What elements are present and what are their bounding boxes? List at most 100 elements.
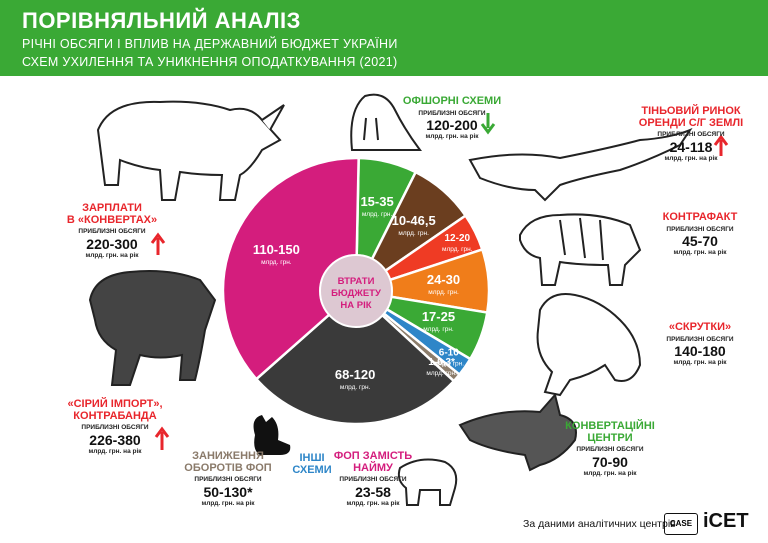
slice-value-label: 68-120 bbox=[335, 367, 375, 382]
slice-unit-label: млрд. грн. bbox=[426, 370, 457, 377]
approx-label: ПРИБЛИЗНІ ОБСЯГИ bbox=[657, 131, 725, 139]
range-value: 70-90 bbox=[592, 453, 628, 470]
case-logo: CASE bbox=[664, 513, 698, 535]
slice-unit-label: млрд. грн. bbox=[434, 361, 465, 368]
icet-logo: iCET bbox=[703, 510, 749, 532]
pie-slice bbox=[221, 156, 360, 381]
callout-salaries: ЗАРПЛАТИ В «КОНВЕРТАХ» ПРИБЛИЗНІ ОБСЯГИ … bbox=[62, 202, 162, 259]
slice-value-label: 1-6,3* bbox=[428, 357, 455, 368]
category-name-line-1: ТІНЬОВИЙ РИНОК bbox=[641, 105, 741, 117]
rhino-icon bbox=[96, 100, 285, 201]
arrow-up-icon bbox=[154, 426, 170, 450]
footer-source: За даними аналітичних центрів bbox=[523, 518, 676, 530]
shark-icon bbox=[458, 392, 577, 472]
callout-fop-underreport: ЗАНИЖЕННЯ ОБОРОТІВ ФОП ПРИБЛИЗНІ ОБСЯГИ … bbox=[178, 450, 278, 507]
category-name-line-1: ІНШІ bbox=[299, 452, 325, 464]
subtitle-line-2: СХЕМ УХИЛЕННЯ ТА УНИКНЕННЯ ОПОДАТКУВАННЯ… bbox=[22, 55, 398, 69]
category-name-line-1: ЗАНИЖЕННЯ bbox=[192, 450, 264, 462]
range-number: 50-130 bbox=[203, 483, 248, 500]
slice-value-label: 10-46,5 bbox=[392, 213, 436, 228]
slice-unit-label: млрд. грн. bbox=[398, 230, 429, 237]
category-name: «СКРУТКИ» bbox=[668, 321, 732, 333]
slice-value-label: 110-150 bbox=[253, 242, 300, 257]
category-name-line-2: ОРЕНДИ С/Г ЗЕМЛІ bbox=[638, 116, 744, 129]
unit-label: млрд. грн. на рік bbox=[673, 359, 727, 367]
category-name: КОНТРАФАКТ bbox=[662, 211, 738, 223]
category-name-line-2: ОБОРОТІВ ФОП bbox=[184, 461, 272, 474]
unit-label: млрд. грн. на рік bbox=[346, 499, 400, 507]
crocodile-icon bbox=[468, 127, 693, 202]
unit-label: млрд. грн. на рік bbox=[664, 154, 718, 162]
callout-conversion: КОНВЕРТАЦІЙНІ ЦЕНТРИ ПРИБЛИЗНІ ОБСЯГИ 70… bbox=[555, 420, 665, 477]
slice-unit-label: млрд. грн. bbox=[362, 211, 393, 218]
approx-label: ПРИБЛИЗНІ ОБСЯГИ bbox=[576, 446, 644, 454]
range-value: 50-130* bbox=[178, 485, 278, 500]
slice-unit-label: млрд. грн. bbox=[423, 326, 454, 333]
range-value: 23-58 bbox=[355, 483, 391, 500]
category-name-line-2: ЦЕНТРИ bbox=[587, 431, 633, 444]
unit-label: млрд. грн. на рік bbox=[673, 249, 727, 257]
unit-label: млрд. грн. на рік bbox=[583, 469, 637, 477]
slice-value-label: 17-25 bbox=[422, 309, 455, 324]
center-label-line-2: БЮДЖЕТУ bbox=[331, 288, 381, 299]
center-disc bbox=[319, 254, 393, 328]
category-name-line-2: В «КОНВЕРТАХ» bbox=[66, 213, 158, 226]
callout-counterfeit: КОНТРАФАКТ ПРИБЛИЗНІ ОБСЯГИ 45-70 млрд. … bbox=[650, 211, 750, 257]
arrow-up-icon bbox=[150, 232, 166, 255]
approx-label: ПРИБЛИЗНІ ОБСЯГИ bbox=[194, 476, 262, 484]
page-subtitle: РІЧНІ ОБСЯГИ І ВПЛИВ НА ДЕРЖАВНИЙ БЮДЖЕТ… bbox=[22, 35, 398, 71]
range-value: 220-300 bbox=[86, 235, 138, 252]
page-title: ПОРІВНЯЛЬНИЙ АНАЛІЗ bbox=[22, 8, 301, 33]
unit-label: млрд. грн. на рік bbox=[425, 133, 479, 141]
dog-icon bbox=[397, 458, 458, 506]
arrow-down-icon bbox=[480, 113, 496, 135]
category-name-line-1: КОНВЕРТАЦІЙНІ bbox=[565, 420, 655, 432]
arrow-up-icon bbox=[713, 134, 729, 156]
bear-icon bbox=[88, 270, 217, 386]
range-value: 45-70 bbox=[682, 233, 718, 250]
approx-label: ПРИБЛИЗНІ ОБСЯГИ bbox=[81, 424, 149, 432]
walrus-icon bbox=[350, 93, 422, 151]
category-name-line-1: «СІРИЙ ІМПОРТ», bbox=[67, 398, 163, 410]
slice-unit-label: млрд. грн. bbox=[442, 246, 473, 253]
lion-icon bbox=[536, 293, 642, 397]
callout-offshore: ОФШОРНІ СХЕМИ ПРИБЛИЗНІ ОБСЯГИ 120-200 м… bbox=[397, 95, 507, 141]
range-value: 226-380 bbox=[89, 431, 141, 448]
callout-fop-hiring: ФОП ЗАМІСТЬ НАЙМУ ПРИБЛИЗНІ ОБСЯГИ 23-58… bbox=[328, 450, 418, 507]
range-value: 140-180 bbox=[674, 343, 726, 360]
subtitle-line-1: РІЧНІ ОБСЯГИ І ВПЛИВ НА ДЕРЖАВНИЙ БЮДЖЕТ… bbox=[22, 37, 398, 51]
slice-unit-label: млрд. грн. bbox=[428, 289, 459, 296]
callout-twists: «СКРУТКИ» ПРИБЛИЗНІ ОБСЯГИ 140-180 млрд.… bbox=[650, 321, 750, 367]
slice-value-label: 24-30 bbox=[427, 272, 460, 287]
slice-unit-label: млрд. грн. bbox=[340, 384, 371, 391]
category-name: ОФШОРНІ СХЕМИ bbox=[402, 95, 502, 107]
center-label-line-1: ВТРАТИ bbox=[338, 276, 375, 287]
category-name-line-2: СХЕМИ bbox=[292, 463, 332, 476]
unit-label: млрд. грн. на рік bbox=[88, 447, 142, 455]
tiger-icon bbox=[519, 213, 642, 286]
cat-icon bbox=[253, 415, 291, 455]
approx-label: ПРИБЛИЗНІ ОБСЯГИ bbox=[418, 109, 486, 117]
slice-value-label: 6-10 bbox=[439, 348, 459, 359]
range-value: 120-200 bbox=[426, 117, 478, 134]
approx-label: ПРИБЛИЗНІ ОБСЯГИ bbox=[666, 225, 734, 233]
pie-slice bbox=[254, 289, 456, 426]
category-name-line-1: ФОП ЗАМІСТЬ bbox=[333, 450, 413, 462]
center-label-line-3: НА РІК bbox=[340, 300, 371, 311]
category-name-line-1: ЗАРПЛАТИ bbox=[82, 202, 142, 214]
callout-other: ІНШІ СХЕМИ bbox=[292, 452, 332, 476]
slice-value-label: 15-35 bbox=[360, 194, 393, 209]
approx-label: ПРИБЛИЗНІ ОБСЯГИ bbox=[78, 228, 146, 236]
unit-label: млрд. грн. на рік bbox=[201, 499, 255, 507]
callout-shadow-land: ТІНЬОВИЙ РИНОК ОРЕНДИ С/Г ЗЕМЛІ ПРИБЛИЗН… bbox=[625, 105, 757, 162]
category-name-line-2: НАЙМУ bbox=[353, 461, 393, 474]
callout-grey-import: «СІРИЙ ІМПОРТ», КОНТРАБАНДА ПРИБЛИЗНІ ОБ… bbox=[60, 398, 170, 455]
category-name-line-2: КОНТРАБАНДА bbox=[73, 409, 157, 422]
header-banner: ПОРІВНЯЛЬНИЙ АНАЛІЗ РІЧНІ ОБСЯГИ І ВПЛИВ… bbox=[0, 0, 768, 76]
approx-label: ПРИБЛИЗНІ ОБСЯГИ bbox=[666, 335, 734, 343]
unit-label: млрд. грн. на рік bbox=[85, 251, 139, 259]
slice-value-label: 12-20 bbox=[444, 233, 470, 244]
approx-label: ПРИБЛИЗНІ ОБСЯГИ bbox=[339, 476, 407, 484]
